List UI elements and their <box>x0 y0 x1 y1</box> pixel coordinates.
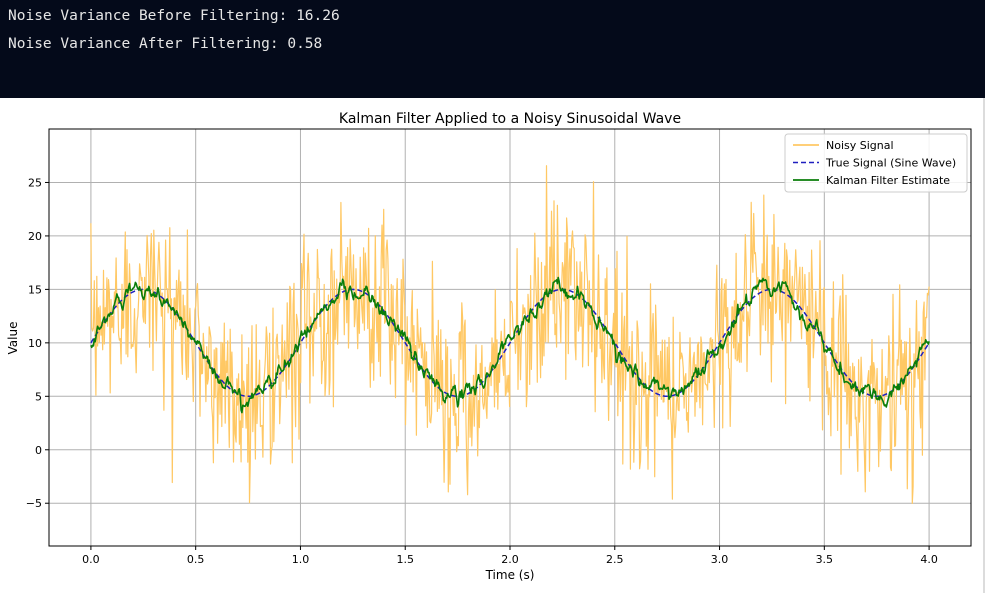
y-axis-label: Value <box>6 322 20 355</box>
x-tick-label: 3.0 <box>711 553 729 566</box>
y-tick-label: 25 <box>28 176 42 189</box>
x-tick-label: 0.5 <box>187 553 205 566</box>
legend: Noisy Signal True Signal (Sine Wave) Kalma… <box>784 133 968 193</box>
y-tick-label: 0 <box>35 444 42 457</box>
noisy-signal-series <box>90 165 930 504</box>
legend-box <box>784 133 968 193</box>
noise-variance-before-text: Noise Variance Before Filtering: 16.26 <box>8 8 340 24</box>
x-tick-label: 2.0 <box>501 553 519 566</box>
true-signal-line <box>90 288 930 398</box>
y-tick-label: 10 <box>28 337 42 350</box>
noise-variance-after-text: Noise Variance After Filtering: 0.58 <box>8 36 323 52</box>
x-tick-label: 1.0 <box>292 553 310 566</box>
y-axis: −5 0 5 10 15 20 25 <box>26 176 49 510</box>
true-signal-series <box>90 288 930 398</box>
legend-label: Noisy Signal <box>826 139 894 152</box>
y-tick-label: −5 <box>26 497 42 510</box>
y-tick-label: 5 <box>35 390 42 403</box>
y-tick-label: 20 <box>28 230 42 243</box>
x-axis: 0.0 0.5 1.0 1.5 2.0 2.5 3.0 3.5 4.0 <box>82 546 938 566</box>
console-output: Noise Variance Before Filtering: 16.26 N… <box>0 0 985 98</box>
x-tick-label: 1.5 <box>396 553 414 566</box>
y-tick-label: 15 <box>28 283 42 296</box>
x-tick-label: 4.0 <box>920 553 938 566</box>
legend-label: True Signal (Sine Wave) <box>825 157 956 170</box>
kalman-estimate-series <box>90 276 930 414</box>
figure: 0.0 0.5 1.0 1.5 2.0 2.5 3.0 3.5 4.0 −5 0 5 10 15 20 25… <box>0 98 985 593</box>
noisy-signal-line <box>90 165 930 504</box>
kalman-chart: 0.0 0.5 1.0 1.5 2.0 2.5 3.0 3.5 4.0 −5 0 5 10 15 20 25… <box>6 111 972 582</box>
x-axis-label: Time (s) <box>485 568 535 582</box>
x-tick-label: 3.5 <box>816 553 834 566</box>
figure-edge <box>983 98 985 593</box>
chart-title: Kalman Filter Applied to a Noisy Sinusoi… <box>339 111 681 127</box>
kalman-estimate-line <box>90 276 930 414</box>
x-tick-label: 0.0 <box>82 553 100 566</box>
x-tick-label: 2.5 <box>606 553 624 566</box>
legend-label: Kalman Filter Estimate <box>826 174 950 187</box>
